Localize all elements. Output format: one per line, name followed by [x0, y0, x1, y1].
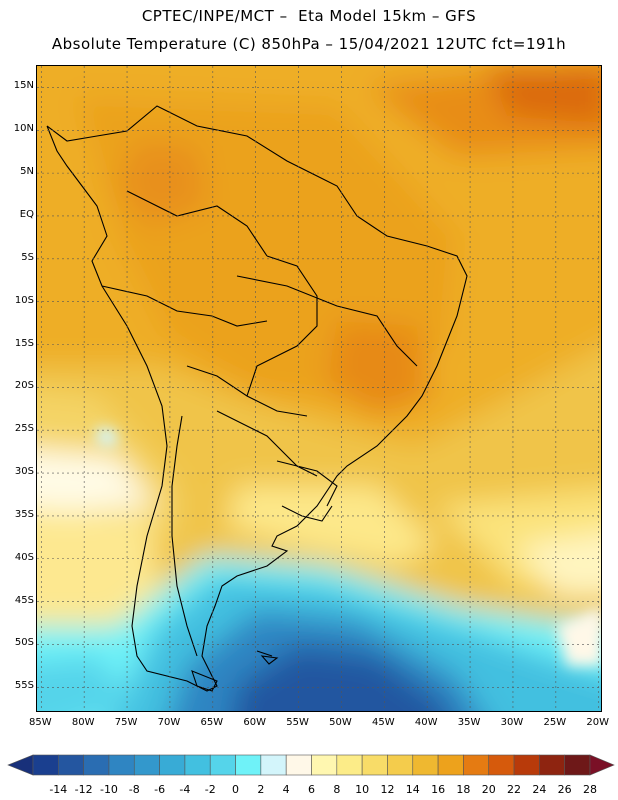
- longitude-label: 85W: [28, 717, 52, 728]
- colorbar-tick-label: 14: [405, 783, 420, 796]
- colorbar-tick-label: -10: [99, 783, 118, 796]
- colorbar-tick-label: 12: [380, 783, 395, 796]
- latitude-label: 30S: [14, 466, 34, 478]
- colorbar-tick-label: 26: [557, 783, 572, 796]
- colorbar-swatch: [311, 754, 338, 776]
- title-line-1: CPTEC/INPE/MCT – Eta Model 15km – GFS: [141, 7, 477, 25]
- colorbar-swatch: [133, 754, 160, 776]
- latitude-label: 15S: [14, 337, 34, 349]
- longitude-label: 55W: [286, 717, 309, 728]
- colorbar-tick-label: 16: [431, 783, 446, 796]
- colorbar-swatch: [336, 754, 363, 776]
- colorbar-tick-label: 28: [583, 783, 597, 796]
- longitude-label: 25W: [543, 717, 567, 728]
- colorbar-tick-label: 2: [257, 783, 265, 796]
- colorbar-tick-label: 6: [308, 783, 315, 796]
- longitude-label: 40W: [414, 717, 438, 728]
- colorbar-swatch: [83, 754, 110, 776]
- colorbar-swatch: [437, 754, 464, 776]
- colorbar-swatch: [285, 754, 312, 776]
- title-line-2: Absolute Temperature (C) 850hPa – 15/04/…: [51, 35, 567, 53]
- colorbar-over-arrow: [589, 754, 615, 776]
- longitude-label: 45W: [372, 717, 395, 728]
- latitude-label: 5S: [21, 251, 34, 263]
- colorbar-swatch: [108, 754, 135, 776]
- latitude-label: 15N: [13, 80, 34, 92]
- colorbar-tick-label: -6: [154, 783, 166, 796]
- colorbar-swatch: [539, 754, 565, 776]
- colorbar-swatch: [235, 754, 262, 776]
- colorbar-tick-label: -8: [128, 783, 140, 796]
- colorbar-tick-label: -2: [204, 783, 216, 796]
- latitude-label: 10N: [13, 123, 34, 135]
- colorbar-tick-label: 24: [532, 783, 547, 796]
- longitude-label: 65W: [200, 717, 224, 728]
- colorbar-swatch: [260, 754, 287, 776]
- latitude-label: 20S: [14, 380, 34, 392]
- longitude-label: 75W: [114, 717, 138, 728]
- longitude-label: 35W: [457, 717, 481, 728]
- colorbar-swatch: [209, 754, 236, 776]
- colorbar-swatch: [32, 754, 59, 776]
- colorbar-tick-label: 0: [232, 783, 240, 796]
- coastline-outline: [46, 105, 468, 692]
- colorbar-swatch: [58, 754, 84, 776]
- latitude-label: 35S: [14, 508, 34, 520]
- colorbar-swatch: [488, 754, 515, 776]
- colorbar: [7, 754, 615, 776]
- longitude-label: 30W: [500, 717, 524, 728]
- temperature-field: [37, 66, 601, 711]
- colorbar-swatch: [184, 754, 211, 776]
- latitude-label: 45S: [14, 594, 34, 606]
- colorbar-tick-label: 20: [481, 783, 496, 796]
- longitude-label: 60W: [243, 717, 266, 728]
- colorbar-tick-label: -12: [74, 783, 93, 796]
- longitude-label: 80W: [71, 717, 95, 728]
- latitude-label: 40S: [14, 551, 34, 563]
- colorbar-swatch: [387, 754, 414, 776]
- colorbar-tick-label: 4: [282, 783, 290, 796]
- longitude-label: 50W: [329, 717, 352, 728]
- latitude-label: 25S: [14, 423, 34, 435]
- colorbar-swatch: [564, 754, 591, 776]
- latitude-label: EQ: [19, 208, 34, 220]
- latitude-label: 10S: [14, 294, 34, 306]
- colorbar-swatch: [159, 754, 186, 776]
- colorbar-tick-label: -14: [49, 783, 68, 796]
- colorbar-swatch: [412, 754, 439, 776]
- colorbar-under-arrow: [7, 754, 34, 776]
- longitude-label: 20W: [586, 717, 610, 728]
- latitude-label: 55S: [14, 680, 34, 692]
- colorbar-tick-label: 8: [333, 783, 341, 796]
- colorbar-tick-label: 10: [355, 783, 370, 796]
- colorbar-tick-label: 18: [456, 783, 471, 796]
- map-gridlines: [37, 66, 601, 711]
- colorbar-swatch: [361, 754, 388, 776]
- colorbar-swatch: [513, 754, 540, 776]
- longitude-label: 70W: [157, 717, 181, 728]
- latitude-label: 50S: [14, 637, 34, 649]
- latitude-label: 5N: [20, 166, 34, 178]
- temperature-map: [36, 65, 602, 712]
- colorbar-tick-label: -4: [179, 783, 191, 796]
- colorbar-swatch: [463, 754, 490, 776]
- colorbar-tick-label: 22: [507, 783, 522, 796]
